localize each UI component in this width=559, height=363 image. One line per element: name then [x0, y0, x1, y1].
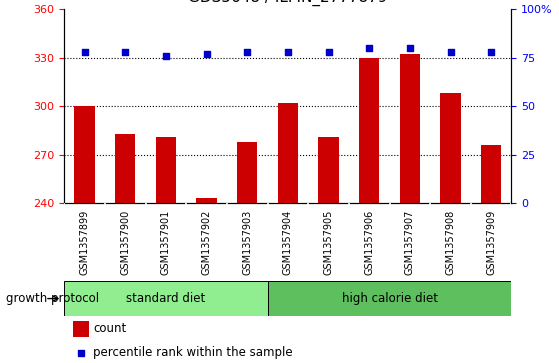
Text: GSM1357908: GSM1357908 [446, 210, 456, 275]
Bar [268, 281, 511, 316]
Text: GSM1357907: GSM1357907 [405, 209, 415, 275]
Text: GSM1357906: GSM1357906 [364, 210, 374, 275]
Point [283, 49, 292, 55]
Text: GSM1357900: GSM1357900 [120, 210, 130, 275]
Title: GDS5648 / ILMN_2777879: GDS5648 / ILMN_2777879 [188, 0, 387, 6]
Bar [196, 199, 217, 203]
Bar [74, 106, 95, 203]
Bar [359, 58, 380, 203]
Text: high calorie diet: high calorie diet [342, 292, 438, 305]
Bar [440, 93, 461, 203]
Text: standard diet: standard diet [126, 292, 206, 305]
Bar [278, 103, 298, 203]
Text: GSM1357902: GSM1357902 [202, 209, 211, 275]
Bar [237, 142, 257, 203]
Point [405, 45, 414, 51]
Text: GSM1357905: GSM1357905 [324, 209, 334, 275]
Point [487, 49, 496, 55]
Bar [319, 137, 339, 203]
Point [446, 49, 455, 55]
Point [162, 53, 170, 58]
Bar [64, 281, 268, 316]
Bar [156, 137, 176, 203]
Point [202, 51, 211, 57]
Bar [115, 134, 135, 203]
Point [243, 49, 252, 55]
Text: percentile rank within the sample: percentile rank within the sample [93, 346, 293, 359]
Bar [400, 54, 420, 203]
Text: GSM1357903: GSM1357903 [242, 210, 252, 275]
Text: growth protocol: growth protocol [6, 292, 99, 305]
Text: GSM1357904: GSM1357904 [283, 210, 293, 275]
Point [80, 49, 89, 55]
Text: count: count [93, 322, 126, 335]
Bar [73, 321, 89, 337]
Text: GSM1357901: GSM1357901 [161, 210, 171, 275]
Point [364, 45, 373, 51]
Text: GSM1357899: GSM1357899 [79, 210, 89, 275]
Bar [481, 145, 501, 203]
Point [324, 49, 333, 55]
Text: GSM1357909: GSM1357909 [486, 210, 496, 275]
Point [121, 49, 130, 55]
